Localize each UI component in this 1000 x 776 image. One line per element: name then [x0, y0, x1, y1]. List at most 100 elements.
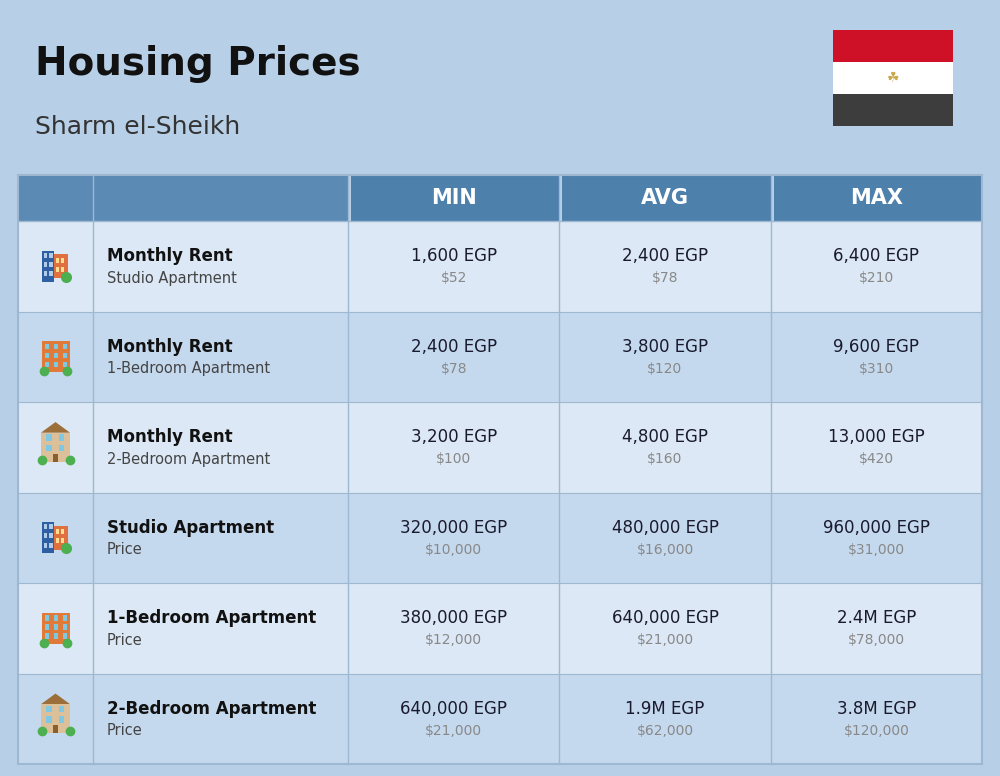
Text: $160: $160 [647, 452, 683, 466]
FancyBboxPatch shape [42, 251, 54, 282]
Text: $78: $78 [652, 272, 678, 286]
FancyBboxPatch shape [46, 705, 52, 712]
Text: $420: $420 [859, 452, 894, 466]
FancyBboxPatch shape [41, 704, 70, 733]
FancyBboxPatch shape [774, 175, 982, 221]
Text: $12,000: $12,000 [425, 633, 482, 647]
FancyBboxPatch shape [833, 94, 953, 126]
Text: Price: Price [107, 632, 143, 648]
FancyBboxPatch shape [44, 271, 47, 276]
Text: 380,000 EGP: 380,000 EGP [400, 609, 507, 627]
Text: $21,000: $21,000 [636, 633, 694, 647]
FancyBboxPatch shape [63, 625, 67, 630]
FancyBboxPatch shape [42, 522, 54, 553]
FancyBboxPatch shape [49, 252, 53, 258]
Text: 1-Bedroom Apartment: 1-Bedroom Apartment [107, 609, 316, 627]
Text: MAX: MAX [850, 188, 903, 208]
Text: $78,000: $78,000 [848, 633, 905, 647]
FancyBboxPatch shape [49, 542, 53, 548]
Text: 2.4M EGP: 2.4M EGP [837, 609, 916, 627]
FancyBboxPatch shape [54, 344, 58, 349]
Text: Monthly Rent: Monthly Rent [107, 428, 233, 446]
Text: Price: Price [107, 542, 143, 557]
FancyBboxPatch shape [49, 524, 53, 529]
Text: 1-Bedroom Apartment: 1-Bedroom Apartment [107, 362, 270, 376]
FancyBboxPatch shape [59, 716, 64, 723]
Text: $120,000: $120,000 [843, 724, 909, 738]
FancyBboxPatch shape [18, 402, 982, 493]
Text: $310: $310 [859, 362, 894, 376]
Text: Sharm el-Sheikh: Sharm el-Sheikh [35, 115, 240, 139]
FancyBboxPatch shape [61, 529, 64, 535]
FancyBboxPatch shape [54, 353, 58, 359]
Text: MIN: MIN [431, 188, 477, 208]
FancyBboxPatch shape [833, 62, 953, 94]
Text: 640,000 EGP: 640,000 EGP [400, 700, 507, 718]
FancyBboxPatch shape [45, 625, 49, 630]
FancyBboxPatch shape [54, 625, 58, 630]
Text: Monthly Rent: Monthly Rent [107, 248, 233, 265]
FancyBboxPatch shape [56, 529, 59, 535]
Text: Studio Apartment: Studio Apartment [107, 518, 274, 537]
FancyBboxPatch shape [45, 353, 49, 359]
FancyBboxPatch shape [42, 341, 70, 372]
FancyBboxPatch shape [46, 445, 52, 452]
FancyBboxPatch shape [56, 267, 59, 272]
FancyBboxPatch shape [49, 533, 53, 539]
Text: $31,000: $31,000 [848, 542, 905, 556]
FancyBboxPatch shape [56, 258, 59, 263]
FancyBboxPatch shape [45, 633, 49, 639]
FancyBboxPatch shape [562, 175, 771, 221]
FancyBboxPatch shape [54, 525, 68, 549]
Text: $62,000: $62,000 [636, 724, 694, 738]
FancyBboxPatch shape [41, 433, 70, 462]
Text: $100: $100 [436, 452, 471, 466]
FancyBboxPatch shape [18, 583, 982, 674]
Text: 9,600 EGP: 9,600 EGP [833, 338, 919, 355]
Text: 6,400 EGP: 6,400 EGP [833, 248, 919, 265]
Text: 2,400 EGP: 2,400 EGP [411, 338, 497, 355]
Text: 3,200 EGP: 3,200 EGP [411, 428, 497, 446]
FancyBboxPatch shape [63, 633, 67, 639]
FancyBboxPatch shape [18, 175, 348, 221]
FancyBboxPatch shape [18, 221, 982, 311]
Text: $10,000: $10,000 [425, 542, 482, 556]
FancyBboxPatch shape [59, 445, 64, 452]
FancyBboxPatch shape [63, 615, 67, 621]
FancyBboxPatch shape [54, 633, 58, 639]
Text: $210: $210 [859, 272, 894, 286]
FancyBboxPatch shape [63, 353, 67, 359]
FancyBboxPatch shape [46, 716, 52, 723]
FancyBboxPatch shape [61, 539, 64, 543]
Text: 13,000 EGP: 13,000 EGP [828, 428, 925, 446]
Text: 2-Bedroom Apartment: 2-Bedroom Apartment [107, 452, 270, 466]
FancyBboxPatch shape [18, 311, 982, 402]
FancyBboxPatch shape [351, 175, 559, 221]
FancyBboxPatch shape [59, 434, 64, 441]
Text: 960,000 EGP: 960,000 EGP [823, 518, 930, 537]
Text: 1.9M EGP: 1.9M EGP [625, 700, 705, 718]
FancyBboxPatch shape [45, 344, 49, 349]
Text: Price: Price [107, 723, 143, 738]
FancyBboxPatch shape [53, 726, 58, 733]
Text: $120: $120 [647, 362, 683, 376]
Text: 480,000 EGP: 480,000 EGP [612, 518, 718, 537]
Polygon shape [41, 694, 70, 704]
Text: 1,600 EGP: 1,600 EGP [411, 248, 497, 265]
Text: $78: $78 [440, 362, 467, 376]
Text: Housing Prices: Housing Prices [35, 45, 361, 83]
Text: $21,000: $21,000 [425, 724, 482, 738]
Text: 320,000 EGP: 320,000 EGP [400, 518, 507, 537]
Text: $52: $52 [440, 272, 467, 286]
FancyBboxPatch shape [54, 362, 58, 367]
FancyBboxPatch shape [63, 362, 67, 367]
FancyBboxPatch shape [61, 258, 64, 263]
Polygon shape [41, 422, 70, 433]
FancyBboxPatch shape [49, 271, 53, 276]
Text: 2-Bedroom Apartment: 2-Bedroom Apartment [107, 700, 316, 718]
Text: 3,800 EGP: 3,800 EGP [622, 338, 708, 355]
FancyBboxPatch shape [46, 434, 52, 441]
FancyBboxPatch shape [54, 255, 68, 278]
FancyBboxPatch shape [54, 615, 58, 621]
FancyBboxPatch shape [49, 262, 53, 267]
